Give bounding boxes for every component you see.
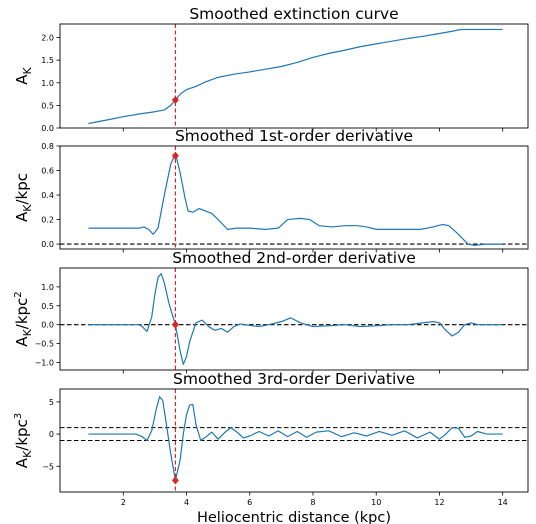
x-tick-label: 14: [498, 498, 508, 507]
y-axis-label-sup: 2: [13, 291, 24, 297]
series-line: [88, 273, 503, 365]
y-tick-label: 0.6: [41, 167, 54, 176]
y-axis-label-sup: 3: [13, 413, 24, 419]
y-tick-label: 2.0: [41, 34, 54, 43]
y-tick-label: 0.5: [41, 302, 54, 311]
x-tick-label: 10: [371, 498, 381, 507]
y-axis-label-sub: K: [21, 66, 34, 74]
y-axis-label-sub: K: [21, 450, 34, 458]
y-axis-label-sub: K: [21, 328, 34, 336]
panel-1: Smoothed extinction curve AK 0.0 0.5 1.0 1.5 2…: [13, 5, 529, 133]
series-line: [88, 28, 503, 125]
y-axis-label-main: A: [13, 211, 31, 222]
x-tick-label: 2: [121, 498, 126, 507]
data-point-marker: [171, 320, 179, 329]
axes-frame: [59, 388, 529, 493]
panel-title: Smoothed 1st-order derivative: [175, 127, 413, 145]
data-point-marker: [171, 476, 179, 485]
series-line: [88, 152, 503, 246]
y-axis-label: AK/kpc2: [13, 291, 34, 346]
y-tick-label: 0.5: [41, 101, 54, 110]
axes-frame: [59, 23, 529, 129]
y-axis-label: AK: [13, 66, 34, 84]
axes-frame: [59, 267, 529, 371]
y-tick-label: −0.5: [35, 340, 54, 349]
x-tick-label: 12: [434, 498, 444, 507]
panel-title: Smoothed 3rd-order Derivative: [173, 370, 415, 388]
y-tick-label: 0.2: [41, 216, 54, 225]
y-tick-label: −1.0: [35, 358, 54, 367]
y-tick-label: 1.0: [41, 283, 54, 292]
y-tick-label: 0.0: [41, 321, 54, 330]
panel-title: Smoothed extinction curve: [189, 5, 398, 23]
y-tick-label: 1.0: [41, 79, 54, 88]
panel-2: Smoothed 1st-order derivative AK/kpc 0.0 0.…: [13, 127, 529, 253]
panel-4: Smoothed 3rd-order Derivative AK/kpc3 −5 0 5…: [13, 370, 529, 524]
plot-area: [88, 24, 503, 128]
y-tick-label: 0.8: [41, 142, 54, 151]
plot-area: [60, 268, 528, 370]
y-tick-label: 0: [49, 430, 54, 439]
plot-area: [60, 389, 528, 492]
y-axis-label-sub: K: [21, 204, 34, 212]
y-tick-label: 0.4: [41, 191, 54, 200]
y-tick-label: 0.0: [41, 240, 54, 249]
series-line: [88, 396, 503, 482]
axes-frame: [59, 145, 529, 250]
data-point-marker: [171, 151, 179, 160]
y-axis-label: AK/kpc3: [13, 413, 34, 468]
y-axis-label-unit: /kpc: [13, 298, 31, 330]
panel-3: Smoothed 2nd-order derivative AK/kpc2 −1.0…: [13, 249, 529, 374]
y-axis-label: AK/kpc: [13, 173, 34, 222]
x-axis-label: Heliocentric distance (kpc): [197, 510, 391, 524]
plot-area: [60, 146, 528, 249]
y-axis-label-main: A: [13, 336, 31, 347]
panel-title: Smoothed 2nd-order derivative: [172, 249, 416, 267]
data-point-marker: [171, 95, 179, 104]
y-axis-label-main: A: [13, 457, 31, 468]
y-axis-label-unit: /kpc: [13, 173, 31, 205]
x-tick-label: 4: [184, 498, 189, 507]
y-tick-label: 1.5: [41, 56, 54, 65]
y-tick-label: −5: [42, 462, 54, 471]
x-tick-label: 8: [310, 498, 315, 507]
y-axis-label-unit: /kpc: [13, 419, 31, 451]
y-axis-label-main: A: [13, 74, 31, 85]
x-tick-label: 6: [247, 498, 252, 507]
y-tick-label: 5: [49, 398, 54, 407]
y-tick-label: 0.0: [41, 124, 54, 133]
